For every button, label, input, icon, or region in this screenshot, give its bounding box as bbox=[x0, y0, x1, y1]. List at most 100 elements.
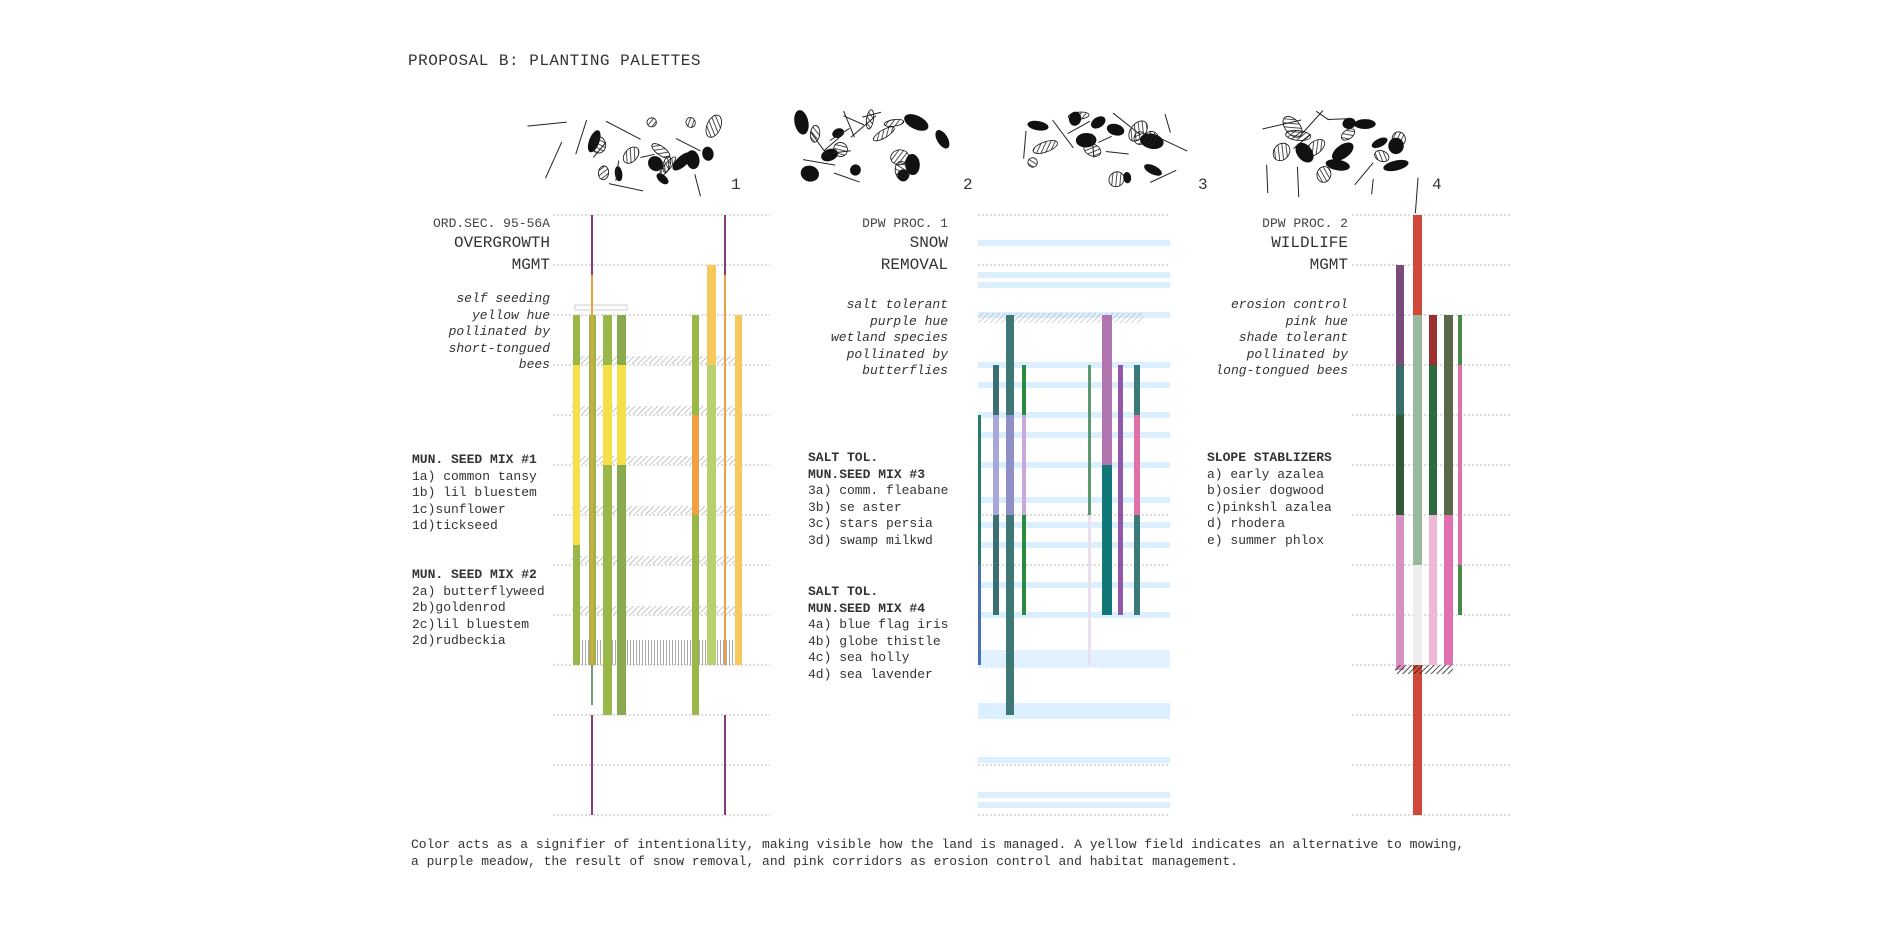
bar-mark bbox=[1458, 365, 1462, 565]
stripe-band bbox=[572, 640, 742, 665]
seed-sketch bbox=[1315, 110, 1330, 121]
hatch-band bbox=[572, 506, 742, 514]
hatch-band bbox=[572, 606, 742, 614]
seed-sketch bbox=[622, 146, 640, 164]
seed-sketch bbox=[702, 146, 714, 161]
seed-mix-heading: MUN.SEED MIX #4 bbox=[808, 600, 926, 616]
seed-sketch bbox=[849, 164, 861, 176]
section-code: ORD.SEC. 95-56A bbox=[432, 216, 550, 231]
section-name-line: REMOVAL bbox=[880, 256, 948, 274]
trait-line: shade tolerant bbox=[1238, 330, 1348, 345]
seed-sketch bbox=[1388, 137, 1404, 155]
blue-band bbox=[978, 272, 1170, 278]
seed-sketch bbox=[1162, 139, 1188, 152]
seed-sketch bbox=[1123, 171, 1132, 184]
seed-sketch bbox=[1108, 171, 1125, 188]
bar-mark bbox=[978, 565, 981, 665]
seed-mix-item: 1b) lil bluestem bbox=[412, 485, 537, 500]
bar-mark bbox=[1413, 565, 1422, 665]
seed-sketch bbox=[1383, 159, 1409, 172]
seed-mix-item: 3b) se aster bbox=[808, 499, 902, 515]
seed-sketch bbox=[640, 153, 655, 158]
palette-number-2: 2 bbox=[963, 176, 973, 194]
seed-sketch bbox=[794, 110, 809, 135]
seed-mix-item: 3d) swamp milkwd bbox=[808, 532, 933, 548]
hatch-band bbox=[572, 456, 742, 464]
seed-sketch bbox=[1128, 120, 1148, 142]
bar-mark bbox=[692, 415, 699, 515]
seed-mix-item: 4a) blue flag iris bbox=[808, 617, 949, 632]
trait-line: pollinated by bbox=[448, 324, 550, 339]
bar-mark bbox=[591, 215, 593, 665]
seed-mix-item: c)pinkshl azalea bbox=[1207, 499, 1332, 515]
trait-line: long-tongued bees bbox=[1215, 363, 1348, 378]
section-name-line: OVERGROWTH bbox=[453, 234, 550, 252]
seed-mix-item: 3a) comm. fleabane bbox=[808, 483, 949, 498]
seed-mix-4: SALT TOL. MUN.SEED MIX #4 4a) blue flag … bbox=[808, 584, 948, 683]
seed-sketch bbox=[1032, 140, 1058, 154]
trait-line: salt tolerant bbox=[846, 297, 948, 312]
seed-sketch bbox=[1023, 130, 1027, 159]
blue-band bbox=[978, 432, 1170, 438]
seed-sketch bbox=[1098, 135, 1112, 143]
blue-band bbox=[978, 240, 1170, 246]
seed-mix-heading: SALT TOL. bbox=[808, 584, 879, 599]
seed-mix-heading: SALT TOL. bbox=[808, 450, 879, 465]
seed-sketch bbox=[800, 165, 819, 182]
trait-line: purple hue bbox=[869, 313, 948, 329]
seed-sketch bbox=[823, 133, 845, 152]
bar-mark bbox=[1396, 515, 1404, 670]
seed-sketch bbox=[685, 150, 700, 170]
trait-line: bees bbox=[518, 357, 550, 372]
seed-sketch bbox=[1299, 110, 1324, 137]
section-wildlife-title: DPW PROC. 2 WILDLIFE MGMT bbox=[1148, 215, 1348, 276]
line-mark bbox=[724, 715, 726, 815]
seed-sketch bbox=[575, 119, 588, 155]
seed-sketch bbox=[1305, 138, 1326, 157]
seed-mix-heading: MUN.SEED MIX #3 bbox=[808, 466, 926, 482]
section-wildlife-traits: erosion control pink hue shade tolerant … bbox=[1128, 297, 1348, 380]
seed-mix-item: a) early azalea bbox=[1207, 466, 1325, 482]
seed-sketch bbox=[883, 119, 905, 127]
line-mark bbox=[591, 715, 593, 815]
seed-mix-item: 4b) globe thistle bbox=[808, 633, 941, 649]
seed-sketch bbox=[904, 114, 929, 131]
seed-mix-heading: MUN. SEED MIX #1 bbox=[412, 452, 537, 467]
seed-sketch bbox=[648, 156, 663, 172]
seed-mix-heading: SLOPE STABLIZERS bbox=[1207, 450, 1332, 465]
seed-sketch bbox=[865, 109, 875, 130]
bar-mark bbox=[1006, 415, 1014, 515]
seed-mix-item: 4d) sea lavender bbox=[808, 666, 933, 682]
seed-mix-2: MUN. SEED MIX #2 2a) butterflyweed 2b)go… bbox=[412, 567, 545, 650]
bar-mark bbox=[1088, 515, 1091, 665]
trait-line: pollinated by bbox=[846, 346, 948, 362]
trait-line: erosion control bbox=[1230, 297, 1348, 312]
bar-mark bbox=[1444, 315, 1453, 665]
seed-mix-item: e) summer phlox bbox=[1207, 532, 1325, 548]
seed-sketch bbox=[1414, 177, 1419, 214]
blue-band bbox=[978, 612, 1170, 618]
caption-line: Color acts as a signifier of intentional… bbox=[411, 837, 1465, 852]
blue-band bbox=[978, 462, 1170, 468]
seed-sketch bbox=[1316, 166, 1332, 183]
bar-mark bbox=[735, 315, 742, 665]
bar-mark bbox=[1134, 415, 1140, 515]
seed-mix-item: d) rhodera bbox=[1207, 516, 1286, 531]
bar-mark bbox=[603, 365, 612, 465]
section-overgrowth-traits: self seeding yellow hue pollinated by sh… bbox=[350, 291, 550, 374]
seed-sketch bbox=[833, 172, 860, 183]
blue-band bbox=[978, 362, 1170, 368]
seed-sketch bbox=[1150, 169, 1177, 183]
palette-number-4: 4 bbox=[1432, 176, 1442, 194]
seed-sketch bbox=[810, 132, 828, 156]
seed-sketch bbox=[1112, 112, 1141, 136]
bar-mark bbox=[617, 315, 626, 715]
seed-sketch bbox=[1144, 164, 1162, 176]
seed-sketch bbox=[1371, 178, 1374, 195]
blue-band bbox=[978, 522, 1170, 528]
seed-sketch bbox=[1374, 150, 1390, 163]
blue-band bbox=[978, 792, 1170, 798]
bar-mark bbox=[993, 415, 999, 515]
seed-sketch bbox=[1027, 157, 1038, 168]
seed-sketch bbox=[605, 120, 641, 140]
